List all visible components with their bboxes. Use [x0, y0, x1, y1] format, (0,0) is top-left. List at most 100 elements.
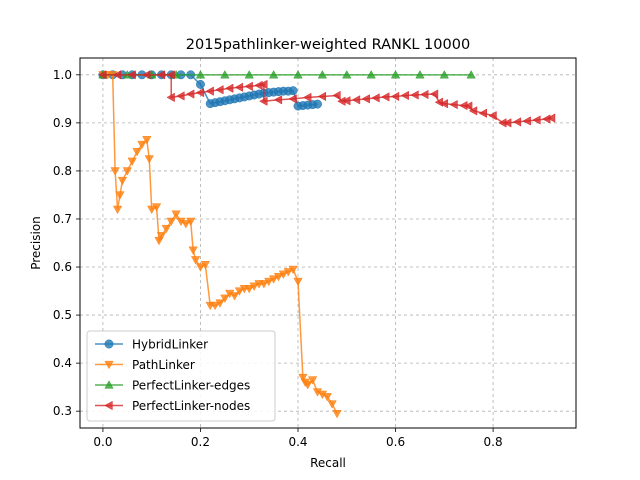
data-point [210, 301, 220, 311]
data-point [293, 70, 303, 79]
data-point [308, 376, 318, 385]
data-point [190, 256, 201, 265]
legend-swatch-marker [104, 360, 114, 370]
data-point [188, 246, 198, 255]
y-tick-label: 0.6 [53, 260, 72, 274]
data-point [303, 381, 313, 390]
data-point [371, 93, 380, 103]
data-point [244, 285, 254, 294]
legend-label: PathLinker [132, 358, 195, 372]
data-point [313, 99, 322, 109]
data-point [400, 90, 409, 101]
data-point [449, 99, 458, 110]
data-point [410, 90, 419, 100]
data-point [112, 70, 122, 80]
data-point [342, 70, 352, 79]
series-layer [98, 70, 556, 419]
data-point [166, 92, 175, 103]
data-point [439, 70, 449, 79]
data-point [381, 92, 390, 102]
data-point [196, 79, 205, 89]
data-point [127, 157, 137, 167]
data-point [195, 263, 206, 272]
x-axis-label: Recall [310, 456, 346, 470]
data-point [317, 70, 328, 79]
x-tick-label: 0.0 [93, 435, 112, 449]
y-tick-label: 0.7 [53, 212, 72, 226]
data-point [259, 280, 269, 289]
chart-title: 2015pathlinker-weighted RANKL 10000 [186, 37, 470, 53]
data-point [127, 70, 136, 80]
data-point [122, 167, 132, 176]
data-point [205, 86, 214, 96]
legend-box [86, 330, 276, 422]
data-point [115, 191, 125, 200]
data-point [298, 373, 308, 383]
data-point [229, 292, 240, 301]
data-point [147, 205, 157, 215]
data-point [390, 91, 400, 102]
data-point [466, 70, 476, 79]
data-point [144, 155, 154, 164]
legend-label: PerfectLinker-edges [132, 379, 250, 393]
data-point [156, 232, 167, 241]
y-tick-label: 0.3 [53, 404, 72, 418]
legend: HybridLinker PathLinker PerfectLinker-edge… [86, 330, 276, 422]
data-point [273, 273, 284, 282]
data-point [332, 90, 341, 101]
data-point [142, 136, 152, 145]
data-point [117, 176, 128, 186]
data-point [293, 277, 303, 287]
data-point [429, 89, 439, 99]
x-tick-label: 0.6 [386, 435, 405, 449]
data-point [278, 270, 288, 279]
legend-entry: PerfectLinker-edges [95, 379, 250, 393]
y-tick-label: 0.5 [53, 308, 72, 322]
legend-label: PerfectLinker-nodes [132, 399, 250, 413]
data-point [463, 101, 473, 111]
data-point [244, 70, 254, 79]
data-point [137, 140, 147, 150]
y-tick-label: 1.0 [53, 68, 72, 82]
data-point [151, 203, 162, 212]
data-point [195, 87, 205, 98]
data-point [415, 70, 425, 79]
x-tick-label: 0.2 [191, 435, 210, 449]
data-point [361, 94, 370, 104]
data-point [522, 116, 531, 126]
data-point [259, 96, 268, 106]
data-point [249, 282, 259, 291]
data-point [220, 70, 230, 79]
ticks: 0.0 0.2 0.4 0.6 0.8 0.3 0.4 0.5 0.6 0.7 0.8 0.9 1.0 [53, 68, 503, 449]
data-point [303, 92, 312, 103]
data-point [503, 118, 512, 128]
data-point [366, 70, 376, 79]
data-point [273, 95, 283, 105]
data-point [317, 91, 327, 102]
data-point [439, 99, 448, 109]
data-point [342, 96, 351, 106]
data-point [268, 275, 279, 284]
data-point [171, 210, 181, 219]
data-point [186, 217, 196, 227]
y-tick-label: 0.4 [53, 356, 72, 370]
data-point [244, 81, 253, 91]
data-point [176, 91, 185, 101]
data-point [185, 89, 195, 99]
legend-entry: PathLinker [95, 358, 195, 372]
data-point [288, 86, 298, 96]
data-point [546, 113, 556, 123]
data-point [264, 277, 274, 287]
data-point [110, 167, 120, 176]
series-pathlinker [98, 71, 342, 419]
data-point [225, 83, 234, 93]
data-point [112, 205, 123, 215]
x-tick-label: 0.8 [484, 435, 503, 449]
legend-entry: PerfectLinker-nodes [95, 399, 250, 413]
data-point [351, 95, 361, 105]
data-point [220, 294, 230, 303]
data-point [322, 393, 332, 402]
data-point [532, 115, 541, 125]
data-point [142, 70, 151, 80]
data-point [288, 265, 298, 275]
